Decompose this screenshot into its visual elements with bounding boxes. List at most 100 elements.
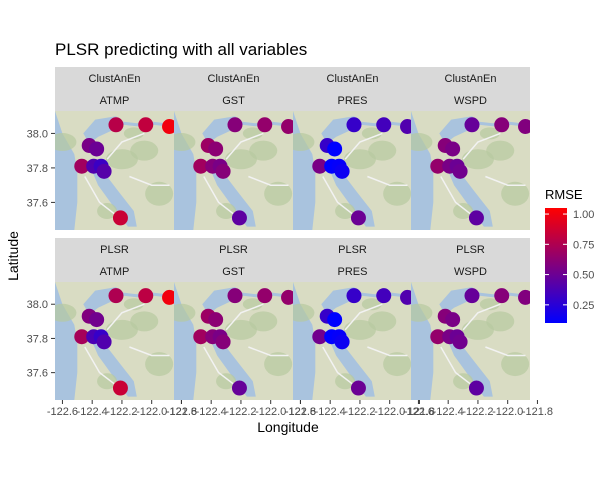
map-hill xyxy=(145,181,174,206)
map-hill xyxy=(411,303,433,322)
facet-strip-row xyxy=(293,238,412,260)
map-bay xyxy=(318,331,375,397)
facet-panel: PLSR PRES xyxy=(293,238,412,400)
x-tick-label: -122.0 xyxy=(255,406,286,418)
station-point xyxy=(494,117,510,133)
station-point xyxy=(452,334,468,350)
facet-strip-col-label: GST xyxy=(222,95,245,107)
x-tick-label: -121.8 xyxy=(404,406,435,418)
map-road xyxy=(248,175,289,186)
map-road xyxy=(485,346,526,357)
map-hill xyxy=(174,133,196,152)
facet-strip-col-label: WSPD xyxy=(454,266,487,278)
facet-strip-row xyxy=(55,67,174,89)
station-point xyxy=(334,163,350,179)
legend-title: RMSE xyxy=(545,187,583,202)
x-tick-label: -122.0 xyxy=(374,406,405,418)
station-point xyxy=(281,289,293,305)
map-hill xyxy=(174,303,196,322)
station-point xyxy=(281,119,293,135)
map-hill xyxy=(335,373,356,390)
map-hill xyxy=(368,311,397,332)
facet-strip-row-label: PLSR xyxy=(219,244,248,256)
station-point xyxy=(108,117,124,133)
station-point xyxy=(257,288,273,304)
facet-strip-row xyxy=(174,67,293,89)
x-tick-label: -122.6 xyxy=(47,406,78,418)
y-axis: 37.6 37.8 38.0 37.6 37.8 38.0 xyxy=(27,128,55,380)
map-bay xyxy=(318,161,375,227)
map-bay xyxy=(80,161,137,227)
station-point xyxy=(162,119,174,135)
map-hill xyxy=(224,319,257,340)
x-tick-label: -122.4 xyxy=(196,406,227,418)
map-road xyxy=(462,303,501,331)
station-point xyxy=(445,141,461,157)
station-point xyxy=(89,312,105,328)
map-hill xyxy=(486,140,515,161)
map-hill xyxy=(145,352,174,377)
station-point xyxy=(346,288,362,304)
x-axis-title: Longitude xyxy=(257,419,319,435)
station-point xyxy=(193,158,209,174)
facet-panel: PLSR ATMP xyxy=(55,238,174,400)
facet-strip-col xyxy=(174,260,293,282)
station-point xyxy=(518,119,530,135)
station-point xyxy=(231,210,247,226)
map-background xyxy=(411,282,530,400)
y-tick-label: 37.8 xyxy=(27,333,48,345)
facet-panel: PLSR GST xyxy=(174,238,293,400)
map-hill xyxy=(486,311,515,332)
map-road xyxy=(367,346,408,357)
facet-panel: ClustAnEn PRES xyxy=(293,67,412,230)
map-background xyxy=(293,111,412,230)
map-hill xyxy=(216,373,237,390)
station-point xyxy=(400,289,412,305)
map-road xyxy=(225,303,264,331)
station-point xyxy=(327,312,343,328)
facet-strip-row xyxy=(174,238,293,260)
station-point xyxy=(376,117,392,133)
facet-strip-row xyxy=(55,238,174,260)
map-hill xyxy=(368,140,397,161)
map-hill xyxy=(55,133,77,152)
x-tick-label: -121.8 xyxy=(522,406,553,418)
x-tick-label: -121.8 xyxy=(285,406,316,418)
map-hill xyxy=(383,352,412,377)
map-bay xyxy=(199,161,256,227)
map-background xyxy=(411,111,530,230)
facet-strip-col-label: ATMP xyxy=(100,95,130,107)
map-hill xyxy=(501,352,530,377)
station-point xyxy=(112,210,128,226)
x-tick-label: -122.2 xyxy=(344,406,375,418)
map-road xyxy=(106,303,145,331)
station-point xyxy=(74,329,90,345)
map-road xyxy=(129,175,170,186)
map-bay xyxy=(199,331,256,397)
map-hill xyxy=(216,203,237,220)
map-hill xyxy=(293,303,315,322)
station-point xyxy=(494,288,510,304)
facet-strip-col xyxy=(411,89,530,111)
map-hill xyxy=(130,140,159,161)
colorbar-tick-label: 0.25 xyxy=(573,300,594,312)
station-point xyxy=(518,289,530,305)
station-point xyxy=(445,312,461,328)
map-hill xyxy=(242,298,263,311)
map-hill xyxy=(242,127,263,140)
station-points xyxy=(74,288,174,396)
station-point xyxy=(312,329,328,345)
station-point xyxy=(468,210,484,226)
station-point xyxy=(468,380,484,396)
station-point xyxy=(193,329,209,345)
facet-strip-col xyxy=(174,89,293,111)
facet-strip-row xyxy=(411,238,530,260)
y-tick-label: 37.8 xyxy=(27,163,48,175)
x-tick-label: -122.4 xyxy=(77,406,108,418)
map-hill xyxy=(105,319,138,340)
facet-strip-row-label: ClustAnEn xyxy=(445,73,497,85)
map-hill xyxy=(249,311,278,332)
map-hill xyxy=(453,373,474,390)
map-bay xyxy=(436,161,493,227)
